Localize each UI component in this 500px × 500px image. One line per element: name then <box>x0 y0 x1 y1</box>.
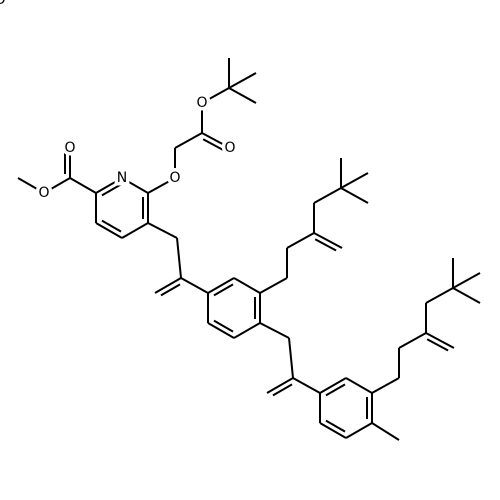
bond <box>207 277 235 294</box>
bond <box>17 177 45 194</box>
bond <box>43 177 71 194</box>
bond <box>345 377 373 394</box>
bond <box>313 187 342 204</box>
bond <box>452 287 481 304</box>
bond <box>101 183 122 197</box>
bond <box>228 72 257 89</box>
bond <box>425 287 454 304</box>
bond <box>259 322 290 339</box>
bond <box>371 422 400 441</box>
bond <box>95 222 123 239</box>
bond <box>452 272 481 289</box>
bond <box>121 222 149 239</box>
bond <box>69 177 97 194</box>
bond <box>101 219 122 233</box>
bond <box>202 138 225 152</box>
bond <box>345 422 373 439</box>
bond <box>228 87 257 104</box>
atom-label: O <box>0 0 6 8</box>
bond <box>233 322 261 339</box>
bond <box>313 232 343 249</box>
bond <box>160 283 181 297</box>
bond <box>207 322 235 339</box>
bond <box>266 377 294 394</box>
bond <box>147 222 178 239</box>
bond <box>147 177 176 194</box>
bond <box>398 332 427 349</box>
bond <box>213 283 234 297</box>
bond <box>95 177 123 194</box>
atom-label: O <box>38 185 49 201</box>
bond <box>121 177 149 194</box>
bond <box>371 377 400 394</box>
atom-label: N <box>117 170 127 186</box>
bond <box>426 338 449 352</box>
bond <box>180 277 209 294</box>
bonds <box>17 58 481 441</box>
bond <box>325 419 346 433</box>
bond <box>233 277 261 294</box>
bond <box>288 337 294 379</box>
atom-label: O <box>224 140 235 156</box>
bond <box>425 332 455 349</box>
atom-label: O <box>196 95 207 111</box>
bond <box>292 377 321 394</box>
atom-labels: O O N O O O O <box>0 0 239 205</box>
bond <box>272 383 293 397</box>
bond <box>286 232 315 249</box>
bond <box>319 422 347 439</box>
bond <box>325 383 346 397</box>
bond <box>201 132 231 149</box>
bond <box>319 377 347 394</box>
bond <box>314 238 337 252</box>
atom-label: O <box>64 140 75 156</box>
bond <box>201 87 230 104</box>
bond <box>259 277 288 294</box>
bond <box>340 187 369 204</box>
bond <box>340 172 369 189</box>
bond <box>176 237 182 279</box>
bond <box>174 132 203 149</box>
bond <box>213 319 234 333</box>
atom-label: O <box>169 170 180 186</box>
bond <box>154 277 182 294</box>
